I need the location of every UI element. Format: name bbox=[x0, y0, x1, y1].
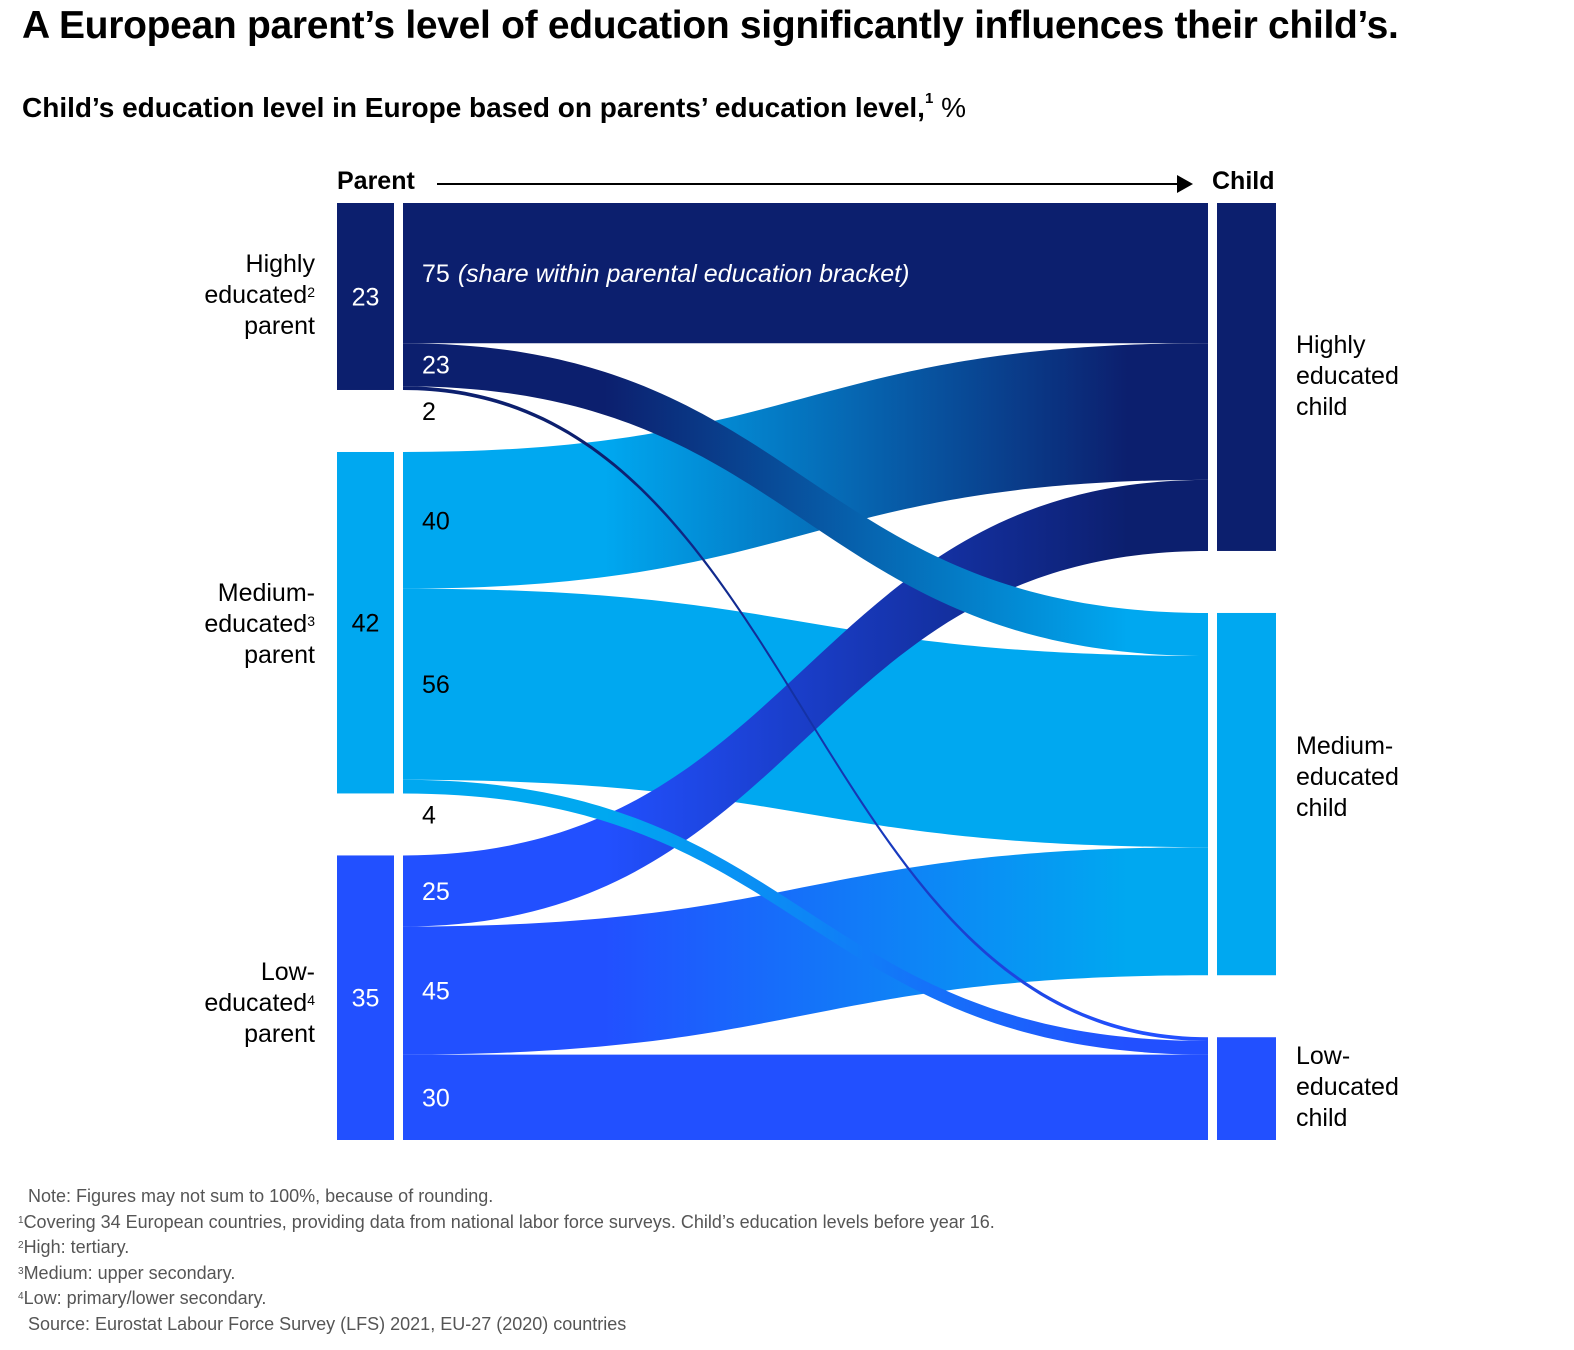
flow-high-parent-to-medium-child bbox=[403, 343, 1208, 656]
footnote-source-text: Source: Eurostat Labour Force Survey (LF… bbox=[28, 1313, 627, 1334]
child-label-low-line2: educated bbox=[1296, 1073, 1399, 1101]
parent-bar-high bbox=[337, 203, 394, 390]
parent-label-high-footnote: 2 bbox=[307, 284, 315, 300]
subtitle-unit: % bbox=[933, 92, 966, 123]
child-label-medium-line3: child bbox=[1296, 794, 1348, 822]
footnote-note: Note: Figures may not sum to 100%, becau… bbox=[18, 1184, 995, 1210]
child-label-medium-line1: Medium- bbox=[1296, 732, 1394, 760]
parent-label-low-line1: Low- bbox=[260, 958, 315, 986]
parent-label-high: Highly educated2 parent bbox=[15, 249, 315, 342]
footnote-3-text: Medium: upper secondary. bbox=[23, 1262, 236, 1283]
chart-subtitle: Child’s education level in Europe based … bbox=[22, 90, 966, 124]
parent-label-high-line1: Highly bbox=[245, 250, 315, 278]
subtitle-text: Child’s education level in Europe based … bbox=[22, 92, 925, 123]
child-label-high-line1: Highly bbox=[1296, 331, 1366, 359]
parent-label-medium-line1: Medium- bbox=[217, 579, 315, 607]
flow-low-parent-to-low-child bbox=[403, 1054, 1208, 1140]
flow-medium-parent-to-low-child bbox=[403, 779, 1208, 1055]
flow-low-parent-to-high-child bbox=[403, 479, 1208, 927]
flow-value-high-to-high: 75 (share within parental education brack… bbox=[422, 260, 909, 288]
bars-layer bbox=[337, 203, 1276, 1140]
parent-label-medium-line2: educated bbox=[204, 610, 308, 638]
parent-value-low: 35 bbox=[352, 985, 380, 1013]
child-label-high-line3: child bbox=[1296, 393, 1348, 421]
child-label-low-line1: Low- bbox=[1296, 1042, 1351, 1070]
flows-layer bbox=[403, 203, 1208, 1140]
parent-value-medium: 42 bbox=[352, 610, 380, 638]
parent-label-medium-footnote: 3 bbox=[307, 613, 315, 629]
footnote-1-mark: 1 bbox=[18, 1214, 24, 1226]
footnotes: Note: Figures may not sum to 100%, becau… bbox=[18, 1184, 995, 1337]
parent-label-low-line2: educated bbox=[204, 989, 308, 1017]
parent-value-high: 23 bbox=[352, 283, 380, 311]
child-label-high-line2: educated bbox=[1296, 362, 1399, 390]
footnote-4: 4Low: primary/lower secondary. bbox=[18, 1286, 995, 1312]
parent-label-low-footnote: 4 bbox=[307, 992, 315, 1008]
child-bar-medium bbox=[1217, 612, 1276, 976]
footnote-2-text: High: tertiary. bbox=[23, 1237, 130, 1257]
parent-bar-medium bbox=[337, 451, 394, 794]
parent-label-low: Low- educated4 parent bbox=[15, 957, 315, 1050]
header-parent: Parent bbox=[337, 167, 415, 195]
flow-note-text: (share within parental education bracket… bbox=[458, 260, 910, 288]
parent-label-low-line3: parent bbox=[244, 1020, 315, 1048]
parent-label-high-line3: parent bbox=[244, 312, 315, 340]
flow-value-low-to-medium: 45 bbox=[422, 978, 450, 1006]
footnote-1-text: Covering 34 European countries, providin… bbox=[23, 1211, 995, 1232]
footnote-source: Source: Eurostat Labour Force Survey (LF… bbox=[18, 1312, 995, 1338]
child-label-low: Low- educated child bbox=[1296, 1041, 1516, 1134]
footnote-2: 2High: tertiary. bbox=[18, 1235, 995, 1261]
flow-value-low-to-low: 30 bbox=[422, 1084, 450, 1112]
flow-high-parent-to-high-child bbox=[403, 203, 1208, 344]
header-child: Child bbox=[1212, 167, 1275, 195]
footnote-note-text: Note: Figures may not sum to 100%, becau… bbox=[28, 1186, 494, 1206]
parent-label-high-line2: educated bbox=[204, 281, 308, 309]
flow-value-high-to-medium: 23 bbox=[422, 352, 450, 380]
footnote-3: 3Medium: upper secondary. bbox=[18, 1261, 995, 1287]
flow-medium-parent-to-high-child bbox=[403, 343, 1208, 589]
child-bar-low bbox=[1217, 1037, 1276, 1140]
flow-high-parent-to-low-child bbox=[403, 386, 1208, 1041]
child-label-high: Highly educated child bbox=[1296, 330, 1516, 423]
flow-value-medium-to-low: 4 bbox=[422, 801, 436, 829]
flow-value-high-to-low: 2 bbox=[422, 398, 436, 426]
chart-title: A European parent’s level of education s… bbox=[22, 4, 1399, 47]
flow-low-parent-to-medium-child bbox=[403, 847, 1208, 1055]
footnote-4-text: Low: primary/lower secondary. bbox=[23, 1288, 267, 1308]
footnote-3-mark: 3 bbox=[18, 1265, 24, 1277]
parent-label-medium-line3: parent bbox=[244, 641, 315, 669]
child-label-medium: Medium- educated child bbox=[1296, 731, 1516, 824]
flow-value-medium-to-medium: 56 bbox=[422, 671, 450, 699]
footnote-1: 1Covering 34 European countries, providi… bbox=[18, 1210, 995, 1236]
parent-bar-low bbox=[337, 855, 394, 1140]
arrowhead-icon bbox=[1177, 175, 1193, 193]
subtitle-footnote-mark: 1 bbox=[924, 90, 934, 107]
flow-value-low-to-high: 25 bbox=[422, 878, 450, 906]
child-label-medium-line2: educated bbox=[1296, 763, 1399, 791]
footnote-2-mark: 2 bbox=[18, 1240, 24, 1251]
parent-label-medium: Medium- educated3 parent bbox=[15, 578, 315, 671]
child-bar-high bbox=[1217, 203, 1276, 551]
child-label-low-line3: child bbox=[1296, 1104, 1348, 1132]
flow-value-medium-to-high: 40 bbox=[422, 507, 450, 535]
footnote-4-mark: 4 bbox=[18, 1291, 24, 1302]
